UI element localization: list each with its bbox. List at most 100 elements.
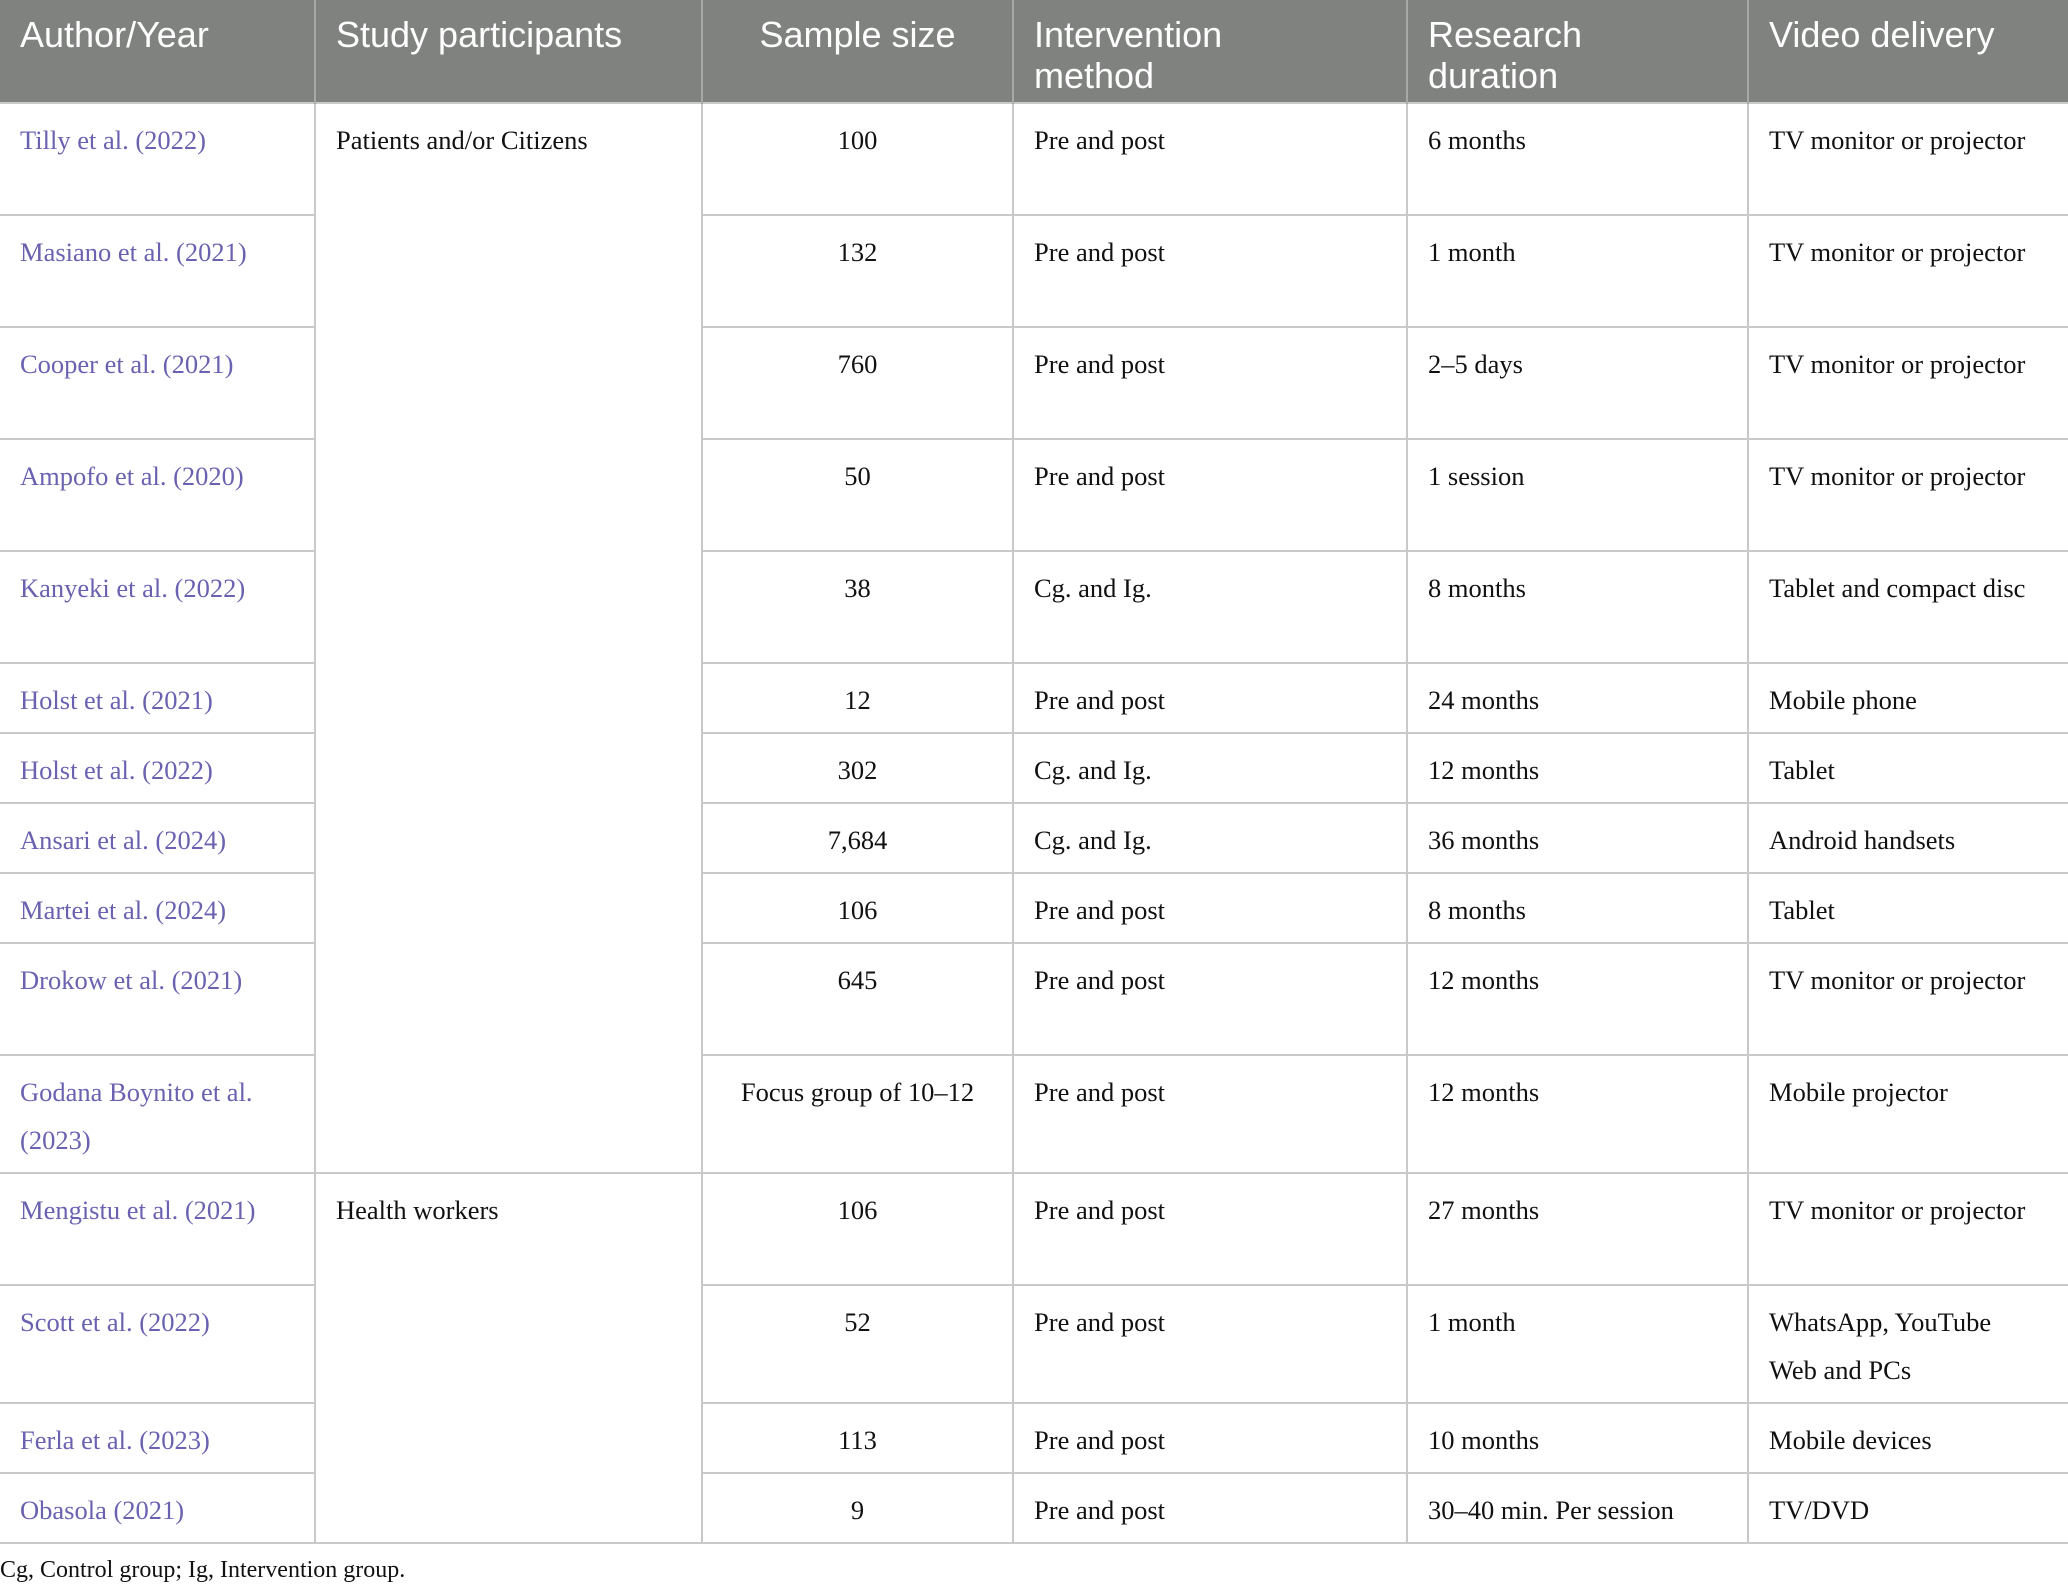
research-duration-cell: 10 months bbox=[1406, 1402, 1749, 1474]
video-delivery-cell: Tablet bbox=[1747, 872, 2068, 944]
sample-size-cell: 760 bbox=[701, 326, 1014, 440]
header-intervention-method: Intervention method bbox=[1013, 0, 1408, 103]
header-study-participants: Study participants bbox=[315, 0, 703, 103]
intervention-method-cell: Cg. and Ig. bbox=[1012, 550, 1408, 664]
header-video-delivery: Video delivery bbox=[1748, 0, 2068, 103]
author-link[interactable]: Holst et al. (2022) bbox=[0, 732, 316, 804]
sample-size-cell: 100 bbox=[701, 102, 1014, 216]
table-footnote: Cg, Control group; Ig, Intervention grou… bbox=[0, 1557, 406, 1583]
video-delivery-cell: TV monitor or projector bbox=[1747, 942, 2068, 1056]
research-duration-cell: 1 month bbox=[1406, 1284, 1749, 1404]
intervention-method-cell: Pre and post bbox=[1012, 942, 1408, 1056]
author-link[interactable]: Martei et al. (2024) bbox=[0, 872, 316, 944]
intervention-method-cell: Pre and post bbox=[1012, 872, 1408, 944]
author-link[interactable]: Scott et al. (2022) bbox=[0, 1284, 316, 1404]
sample-size-cell: 9 bbox=[701, 1472, 1014, 1544]
header-author-year: Author/Year bbox=[0, 0, 316, 103]
video-delivery-cell: WhatsApp, YouTube Web and PCs bbox=[1747, 1284, 2068, 1404]
table-row: Masiano et al. (2021) 132 Pre and post 1 mo… bbox=[0, 214, 2068, 328]
table-row: Scott et al. (2022) 52 Pre and post 1 month… bbox=[0, 1284, 2068, 1404]
intervention-method-cell: Pre and post bbox=[1012, 1402, 1408, 1474]
table-row: Ampofo et al. (2020) 50 Pre and post 1 sess… bbox=[0, 438, 2068, 552]
author-link[interactable]: Masiano et al. (2021) bbox=[0, 214, 316, 328]
sample-size-cell: 52 bbox=[701, 1284, 1014, 1404]
research-duration-cell: 12 months bbox=[1406, 1054, 1749, 1174]
research-duration-cell: 2–5 days bbox=[1406, 326, 1749, 440]
sample-size-cell: 50 bbox=[701, 438, 1014, 552]
intervention-method-cell: Cg. and Ig. bbox=[1012, 732, 1408, 804]
author-link[interactable]: Drokow et al. (2021) bbox=[0, 942, 316, 1056]
sample-size-cell: 113 bbox=[701, 1402, 1014, 1474]
author-link[interactable]: Tilly et al. (2022) bbox=[0, 102, 316, 216]
author-link[interactable]: Ferla et al. (2023) bbox=[0, 1402, 316, 1474]
author-link[interactable]: Ampofo et al. (2020) bbox=[0, 438, 316, 552]
author-link[interactable]: Cooper et al. (2021) bbox=[0, 326, 316, 440]
intervention-method-cell: Pre and post bbox=[1012, 662, 1408, 734]
intervention-method-cell: Pre and post bbox=[1012, 326, 1408, 440]
video-delivery-cell: TV monitor or projector bbox=[1747, 1172, 2068, 1286]
header-research-duration: Research duration bbox=[1407, 0, 1749, 103]
research-duration-cell: 6 months bbox=[1406, 102, 1749, 216]
table-row: Kanyeki et al. (2022) 38 Cg. and Ig. 8 mont… bbox=[0, 550, 2068, 664]
intervention-method-cell: Pre and post bbox=[1012, 1472, 1408, 1544]
study-participants-cell: Health workers bbox=[314, 1172, 703, 1544]
table-row: Ansari et al. (2024) 7,684 Cg. and Ig. 36 m… bbox=[0, 802, 2068, 874]
sample-size-cell: 7,684 bbox=[701, 802, 1014, 874]
research-duration-cell: 24 months bbox=[1406, 662, 1749, 734]
video-delivery-cell: Android handsets bbox=[1747, 802, 2068, 874]
sample-size-cell: 12 bbox=[701, 662, 1014, 734]
sample-size-cell: 38 bbox=[701, 550, 1014, 664]
intervention-method-cell: Cg. and Ig. bbox=[1012, 802, 1408, 874]
intervention-method-cell: Pre and post bbox=[1012, 438, 1408, 552]
research-duration-cell: 12 months bbox=[1406, 942, 1749, 1056]
table-row: Martei et al. (2024) 106 Pre and post 8 mon… bbox=[0, 872, 2068, 944]
research-duration-cell: 8 months bbox=[1406, 550, 1749, 664]
video-delivery-cell: Mobile phone bbox=[1747, 662, 2068, 734]
intervention-method-cell: Pre and post bbox=[1012, 214, 1408, 328]
research-duration-cell: 1 month bbox=[1406, 214, 1749, 328]
sample-size-cell: 132 bbox=[701, 214, 1014, 328]
table-row: Cooper et al. (2021) 760 Pre and post 2–5 d… bbox=[0, 326, 2068, 440]
sample-size-cell: 645 bbox=[701, 942, 1014, 1056]
research-duration-cell: 36 months bbox=[1406, 802, 1749, 874]
video-delivery-cell: Mobile devices bbox=[1747, 1402, 2068, 1474]
research-duration-cell: 27 months bbox=[1406, 1172, 1749, 1286]
table-row: Mengistu et al. (2021) Health workers 106 P… bbox=[0, 1172, 2068, 1544]
author-link[interactable]: Obasola (2021) bbox=[0, 1472, 316, 1544]
table-row: Godana Boynito et al. (2023) Focus group … bbox=[0, 1054, 2068, 1174]
table-row: Obasola (2021) 9 Pre and post 30–40 min. Pe… bbox=[0, 1472, 2068, 1544]
research-duration-cell: 12 months bbox=[1406, 732, 1749, 804]
video-delivery-cell: Mobile projector bbox=[1747, 1054, 2068, 1174]
author-link[interactable]: Holst et al. (2021) bbox=[0, 662, 316, 734]
table-row: Tilly et al. (2022) Patients and/or Citiz… bbox=[0, 102, 2068, 1174]
video-delivery-cell: TV monitor or projector bbox=[1747, 214, 2068, 328]
author-link[interactable]: Godana Boynito et al. (2023) bbox=[0, 1054, 316, 1174]
sample-size-cell: Focus group of 10–12 bbox=[701, 1054, 1014, 1174]
intervention-method-cell: Pre and post bbox=[1012, 102, 1408, 216]
research-duration-cell: 8 months bbox=[1406, 872, 1749, 944]
video-delivery-cell: TV monitor or projector bbox=[1747, 102, 2068, 216]
research-duration-cell: 30–40 min. Per session bbox=[1406, 1472, 1749, 1544]
video-delivery-cell: TV/DVD bbox=[1747, 1472, 2068, 1544]
intervention-method-cell: Pre and post bbox=[1012, 1054, 1408, 1174]
author-link[interactable]: Ansari et al. (2024) bbox=[0, 802, 316, 874]
sample-size-cell: 106 bbox=[701, 1172, 1014, 1286]
research-duration-cell: 1 session bbox=[1406, 438, 1749, 552]
table-row: Holst et al. (2022) 302 Cg. and Ig. 12 mont… bbox=[0, 732, 2068, 804]
video-delivery-cell: Tablet and compact disc bbox=[1747, 550, 2068, 664]
author-link[interactable]: Mengistu et al. (2021) bbox=[0, 1172, 316, 1286]
video-delivery-cell: TV monitor or projector bbox=[1747, 438, 2068, 552]
intervention-method-cell: Pre and post bbox=[1012, 1172, 1408, 1286]
table-row: Holst et al. (2021) 12 Pre and post 24 mont… bbox=[0, 662, 2068, 734]
author-link[interactable]: Kanyeki et al. (2022) bbox=[0, 550, 316, 664]
header-row: Author/Year Study participants Sample si… bbox=[0, 0, 2068, 103]
table-row: Ferla et al. (2023) 113 Pre and post 10 mon… bbox=[0, 1402, 2068, 1474]
intervention-method-cell: Pre and post bbox=[1012, 1284, 1408, 1404]
header-sample-size: Sample size bbox=[702, 0, 1014, 103]
video-delivery-cell: TV monitor or projector bbox=[1747, 326, 2068, 440]
studies-table: Author/Year Study participants Sample si… bbox=[0, 0, 2068, 1544]
study-participants-cell: Patients and/or Citizens bbox=[314, 102, 703, 1174]
video-delivery-cell: Tablet bbox=[1747, 732, 2068, 804]
sample-size-cell: 302 bbox=[701, 732, 1014, 804]
